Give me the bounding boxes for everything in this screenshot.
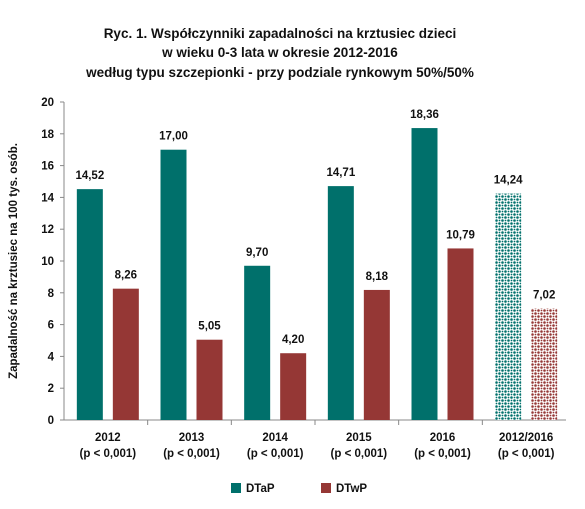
category-pvalue-label: (p < 0,001) [414,448,471,460]
data-label-dtwp-0: 8,26 [115,270,137,282]
y-tick-label: 4 [48,351,55,363]
bar-dtap-4 [411,128,438,421]
data-label-dtap-1: 17,00 [159,131,188,143]
category-year-label: 2012 [95,432,121,444]
category-labels-group: 2012 (p < 0,001) 2013 (p < 0,001) 2014 (p < 0… [80,420,555,460]
data-label-dtwp-4: 10,79 [446,229,475,241]
y-tick-label: 16 [41,161,54,173]
y-tick-label: 12 [41,224,54,236]
legend-label-dtwp: DTwP [336,483,367,495]
bar-dtap-1 [160,149,187,420]
y-axis-label: Zapadalność na krztusiec na 100 tys. osó… [8,143,20,379]
data-label-dtap-0: 14,52 [75,170,104,182]
bar-dtwp-5 [531,308,558,420]
data-label-dtap-2: 9,70 [246,247,268,259]
y-tick-label: 0 [48,415,54,427]
category-pvalue-label: (p < 0,001) [498,448,555,460]
category-pvalue-label: (p < 0,001) [331,448,388,460]
y-tick-label: 6 [48,320,54,332]
bar-dtwp-1 [196,339,223,420]
data-label-dtwp-1: 5,05 [198,321,221,333]
legend-swatch-dtwp [321,483,331,493]
category-year-label: 2015 [346,432,372,444]
y-tick-label: 10 [41,256,54,268]
legend: DTaP DTwP [231,483,367,495]
bar-dtwp-0 [112,288,139,420]
data-label-dtap-3: 14,71 [326,167,355,179]
bar-dtap-0 [76,189,103,420]
category-pvalue-label: (p < 0,001) [163,448,220,460]
legend-label-dtap: DTaP [246,483,275,495]
chart-title: Ryc. 1. Współczynniki zapadalności na kr… [85,26,474,80]
y-tick-label: 2 [48,383,54,395]
title-line-2: w wieku 0-3 lata w okresie 2012-2016 [161,45,398,60]
bar-dtap-2 [244,265,271,420]
category-year-label: 2016 [430,432,456,444]
data-label-dtwp-5: 7,02 [533,289,555,301]
y-tick-label: 8 [48,288,55,300]
y-tick-label: 20 [41,97,54,109]
bar-dtap-5 [495,193,522,420]
y-tick-label: 18 [41,129,54,141]
legend-swatch-dtap [231,483,241,493]
data-label-dtwp-3: 8,18 [366,271,389,283]
data-label-dtap-4: 18,36 [410,109,439,121]
data-label-dtap-5: 14,24 [494,175,523,187]
title-line-1: Ryc. 1. Współczynniki zapadalności na kr… [104,26,457,41]
y-tick-label: 14 [41,192,54,204]
bar-dtwp-2 [280,353,307,420]
title-line-3: według typu szczepionki - przy podziale … [85,65,474,80]
bar-dtwp-4 [447,248,474,420]
y-axis-ticks: 0 2 4 6 8 10 12 14 16 18 20 [41,97,64,427]
category-year-label: 2013 [179,432,205,444]
category-pvalue-label: (p < 0,001) [80,448,137,460]
value-labels-group: 14,52 8,26 17,00 5,05 9,70 4,20 14,71 8,18 18,36… [75,109,555,346]
category-year-label: 2012/2016 [499,432,553,444]
bar-dtap-3 [327,186,354,420]
data-label-dtwp-2: 4,20 [282,334,304,346]
bars-group [76,128,558,421]
category-year-label: 2014 [262,432,288,444]
bar-dtwp-3 [363,289,390,420]
category-pvalue-label: (p < 0,001) [247,448,304,460]
